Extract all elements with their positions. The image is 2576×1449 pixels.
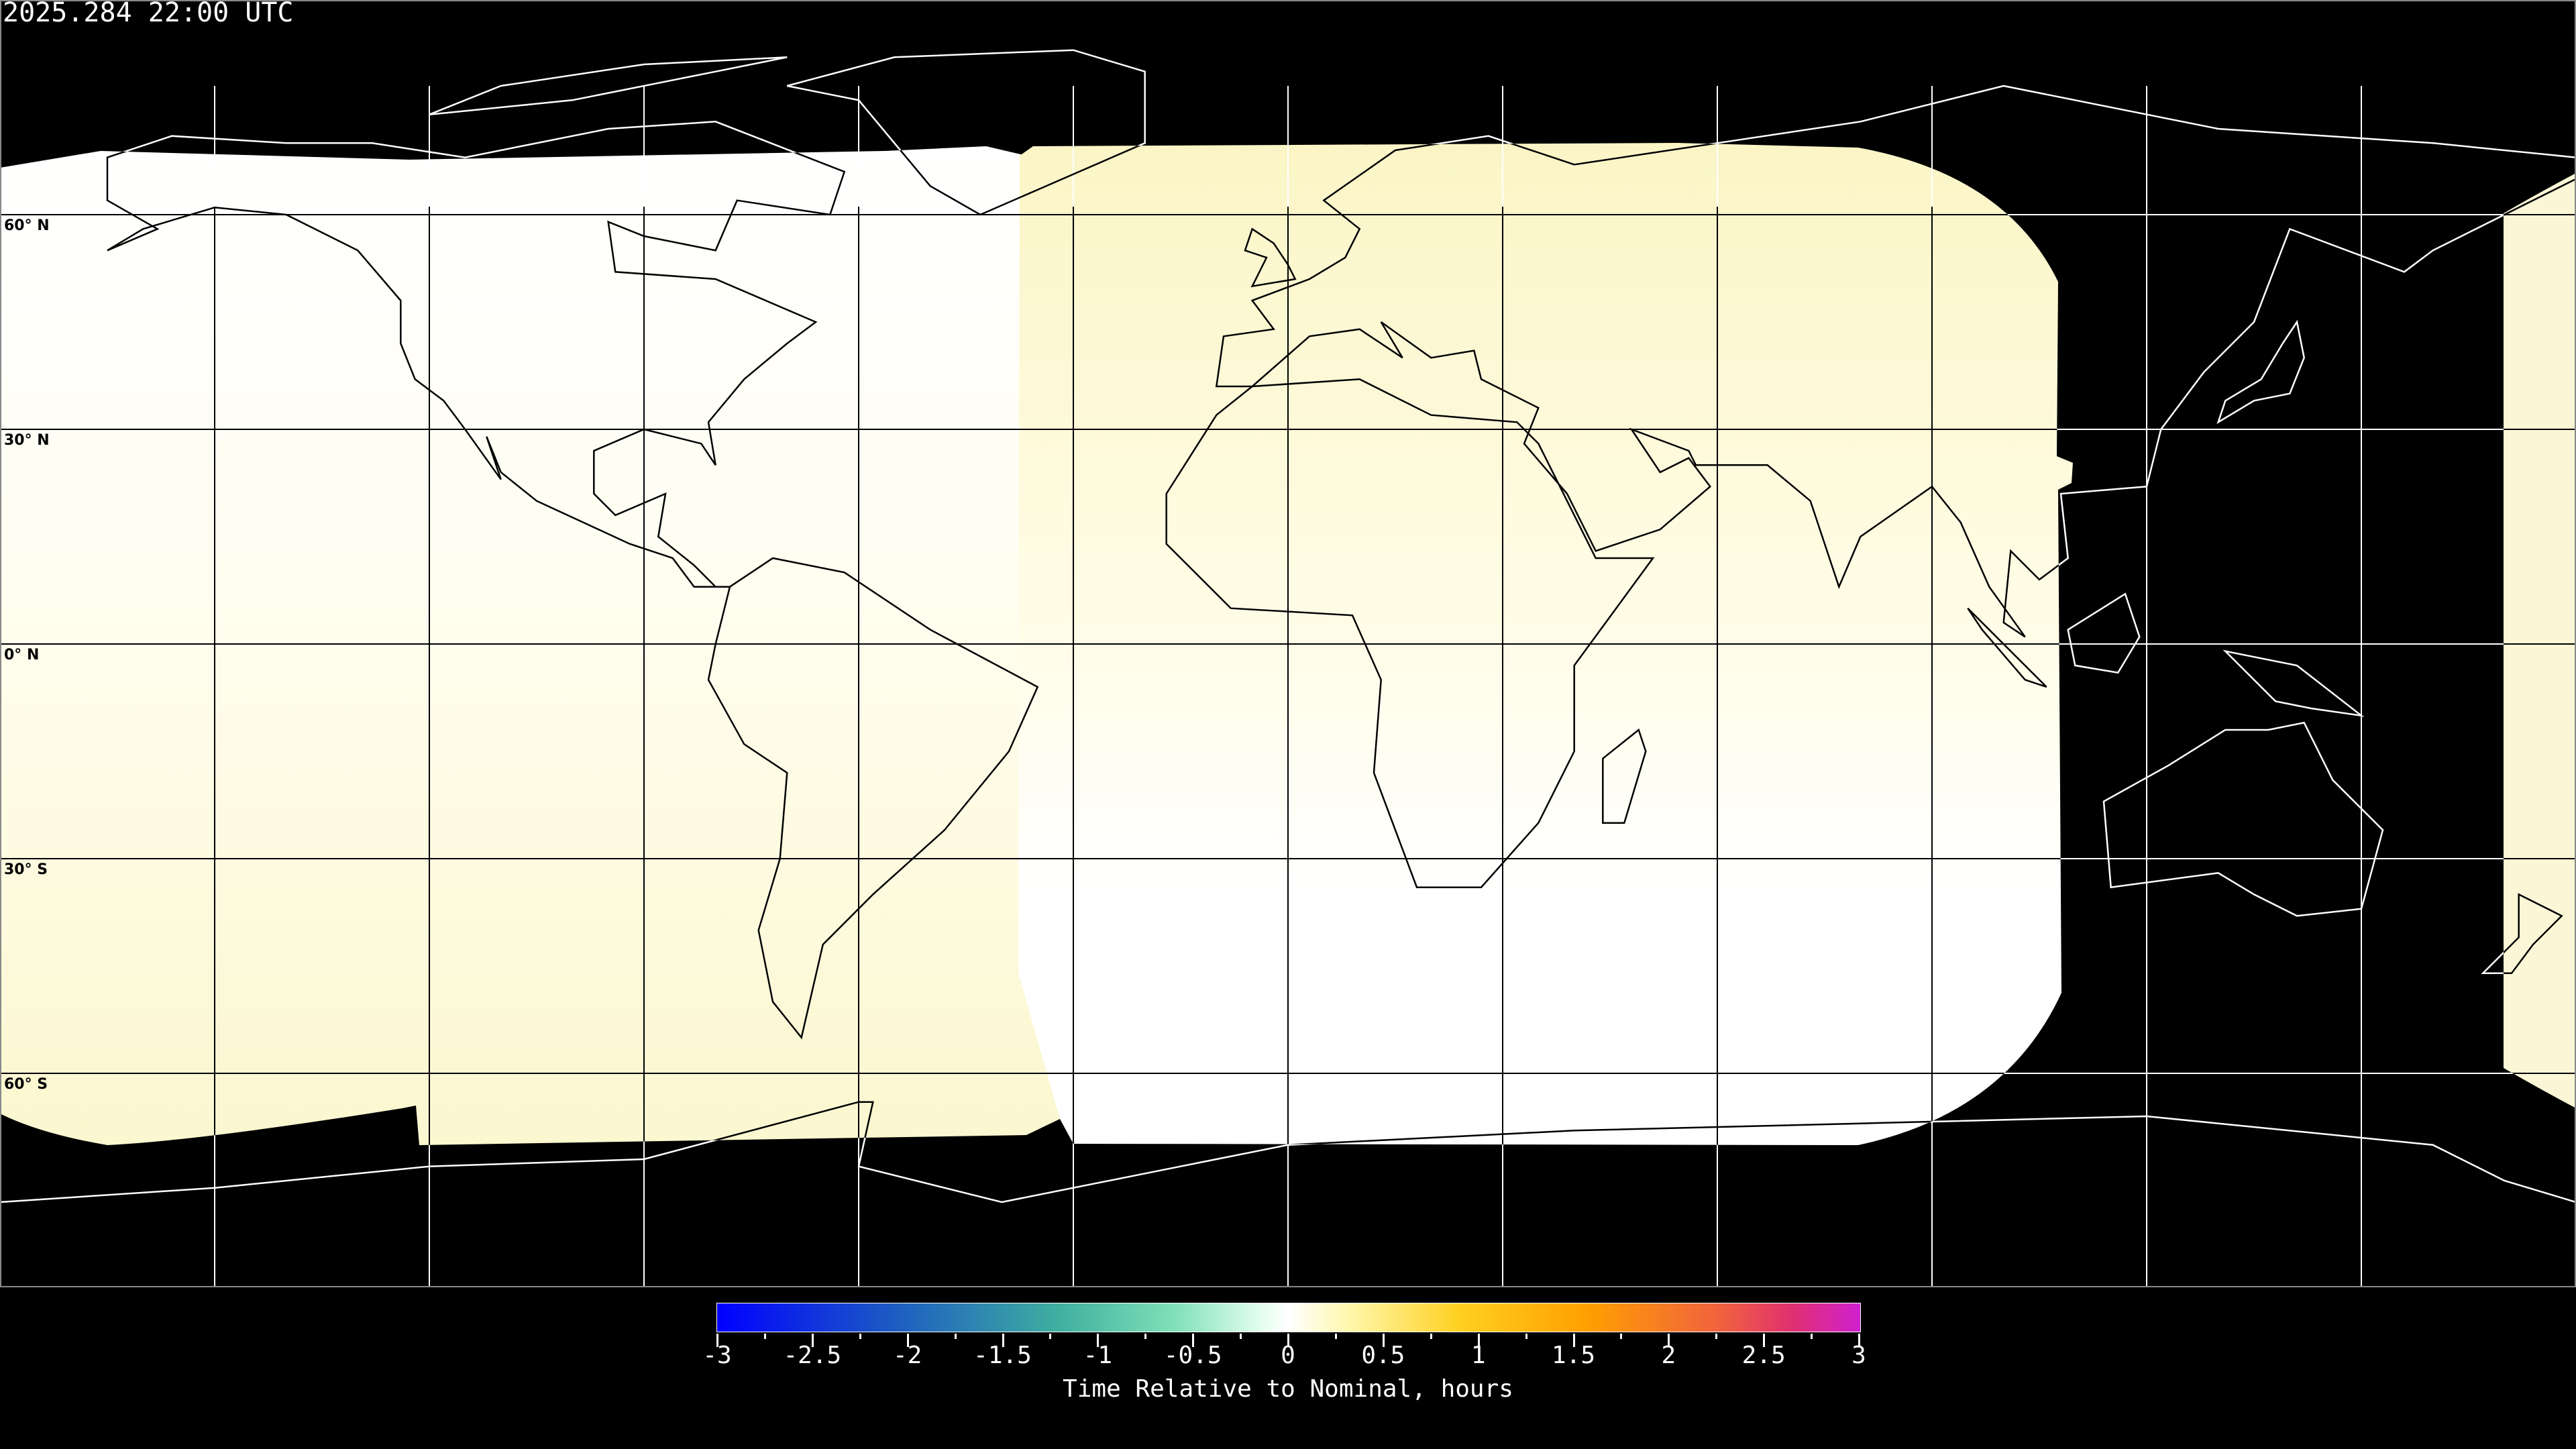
lat-label-30s: 30° S	[4, 861, 48, 878]
colorbar-tick	[859, 1334, 861, 1339]
colorbar-tick	[1858, 1334, 1860, 1347]
coastline-borneo	[2067, 592, 2141, 674]
colorbar-tick	[1144, 1334, 1147, 1339]
colorbar-tick-label: -2.5	[783, 1342, 842, 1369]
colorbar-tick	[1715, 1334, 1718, 1339]
colorbar-tick-label: 3	[1851, 1342, 1866, 1369]
colorbar-tick	[811, 1334, 814, 1347]
colorbar-tick	[1334, 1334, 1337, 1339]
lat-label-30n: 30° N	[4, 432, 50, 449]
colorbar-tick	[1572, 1334, 1575, 1347]
lat-label-0n: 0° N	[4, 647, 40, 663]
colorbar-tick	[1430, 1334, 1432, 1339]
map-frame	[0, 0, 2576, 1287]
colorbar-tick	[1763, 1334, 1766, 1347]
colorbar-tick	[1525, 1334, 1527, 1339]
coastline-eurasia	[1215, 143, 2576, 638]
colorbar-tick	[1002, 1334, 1004, 1347]
colorbar-tick	[1477, 1334, 1480, 1347]
colorbar-tick-label: -1.5	[973, 1342, 1032, 1369]
coastline-north-america	[106, 143, 846, 588]
colorbar-tick	[1097, 1334, 1099, 1347]
coastline-new-zealand	[2481, 893, 2563, 974]
coastline-japan	[2216, 319, 2305, 425]
colorbar-tick	[1192, 1334, 1195, 1347]
coastline-canadian-arctic	[429, 56, 788, 115]
colorbar-tick-label: -2	[892, 1342, 922, 1369]
coastline-south-america	[707, 557, 1039, 1040]
coastline-new-guinea	[2222, 649, 2365, 717]
colorbar-tick-label: -3	[702, 1342, 732, 1369]
colorbar-tick	[1811, 1334, 1813, 1339]
swath-east	[2504, 173, 2576, 1108]
colorbar-tick	[906, 1334, 909, 1347]
colorbar-tick	[1620, 1334, 1623, 1339]
coastline-great-britain	[1244, 227, 1297, 288]
colorbar-tick-label: 2.5	[1741, 1342, 1786, 1369]
colorbar-label: Time Relative to Nominal, hours	[1063, 1375, 1513, 1403]
colorbar-tick-label: 1	[1470, 1342, 1486, 1369]
coastline-antarctica	[0, 1101, 2576, 1203]
colorbar-tick-label: -1	[1083, 1342, 1113, 1369]
swath-west	[0, 146, 1060, 1145]
colorbar-tick	[1240, 1334, 1242, 1339]
coastline-greenland	[786, 143, 1146, 216]
colorbar	[716, 1303, 1861, 1332]
colorbar-tick	[1382, 1334, 1385, 1347]
colorbar-tick	[954, 1334, 957, 1339]
coastline-africa	[1165, 378, 1655, 888]
colorbar-tick-label: 0.5	[1361, 1342, 1405, 1369]
colorbar-tick-label: 2	[1661, 1342, 1676, 1369]
lat-label-60n: 60° N	[4, 217, 50, 234]
timestamp-title: 2025.284 22:00 UTC	[3, 0, 294, 28]
coastline-sumatra	[1967, 607, 2047, 688]
world-map	[0, 0, 2576, 1288]
colorbar-tick	[1287, 1334, 1289, 1347]
colorbar-tick	[716, 1334, 718, 1347]
colorbar-tick-label: 0	[1281, 1342, 1295, 1369]
data-swaths	[0, 143, 2576, 1145]
colorbar-tick	[763, 1334, 766, 1339]
lat-label-60s: 60° S	[4, 1076, 48, 1093]
colorbar-tick	[1668, 1334, 1670, 1347]
colorbar-tick-label: 1.5	[1551, 1342, 1596, 1369]
coastline-madagascar	[1602, 728, 1647, 824]
colorbar-tick-label: -0.5	[1163, 1342, 1222, 1369]
colorbar-tick	[1049, 1334, 1052, 1339]
coastline-australia	[2102, 721, 2384, 917]
